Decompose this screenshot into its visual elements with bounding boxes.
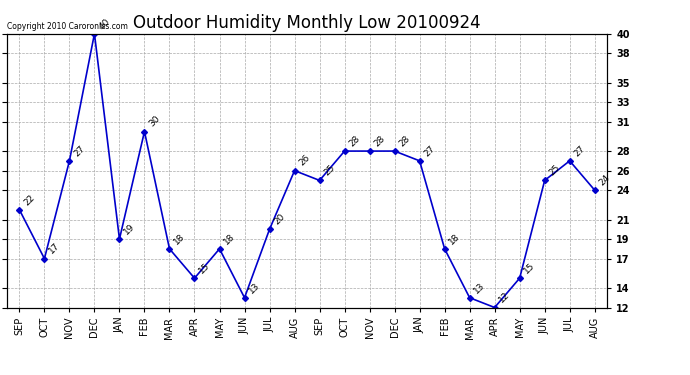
Text: 12: 12	[497, 290, 512, 305]
Text: 15: 15	[522, 261, 537, 275]
Title: Outdoor Humidity Monthly Low 20100924: Outdoor Humidity Monthly Low 20100924	[133, 14, 481, 32]
Text: 20: 20	[273, 212, 287, 226]
Text: 28: 28	[373, 134, 387, 148]
Text: 27: 27	[573, 144, 587, 158]
Text: 26: 26	[297, 153, 312, 168]
Text: 15: 15	[197, 261, 212, 275]
Text: 18: 18	[222, 232, 237, 246]
Text: 17: 17	[47, 242, 61, 256]
Text: 40: 40	[97, 16, 112, 31]
Text: 27: 27	[72, 144, 87, 158]
Text: 27: 27	[422, 144, 437, 158]
Text: 25: 25	[322, 163, 337, 178]
Text: 28: 28	[397, 134, 412, 148]
Text: 13: 13	[473, 280, 487, 295]
Text: Copyright 2010 Caroronics.com: Copyright 2010 Caroronics.com	[7, 22, 128, 31]
Text: 19: 19	[122, 222, 137, 236]
Text: 18: 18	[447, 232, 462, 246]
Text: 22: 22	[22, 193, 37, 207]
Text: 28: 28	[347, 134, 362, 148]
Text: 18: 18	[172, 232, 187, 246]
Text: 13: 13	[247, 280, 262, 295]
Text: 30: 30	[147, 114, 161, 129]
Text: 24: 24	[598, 173, 612, 188]
Text: 25: 25	[547, 163, 562, 178]
